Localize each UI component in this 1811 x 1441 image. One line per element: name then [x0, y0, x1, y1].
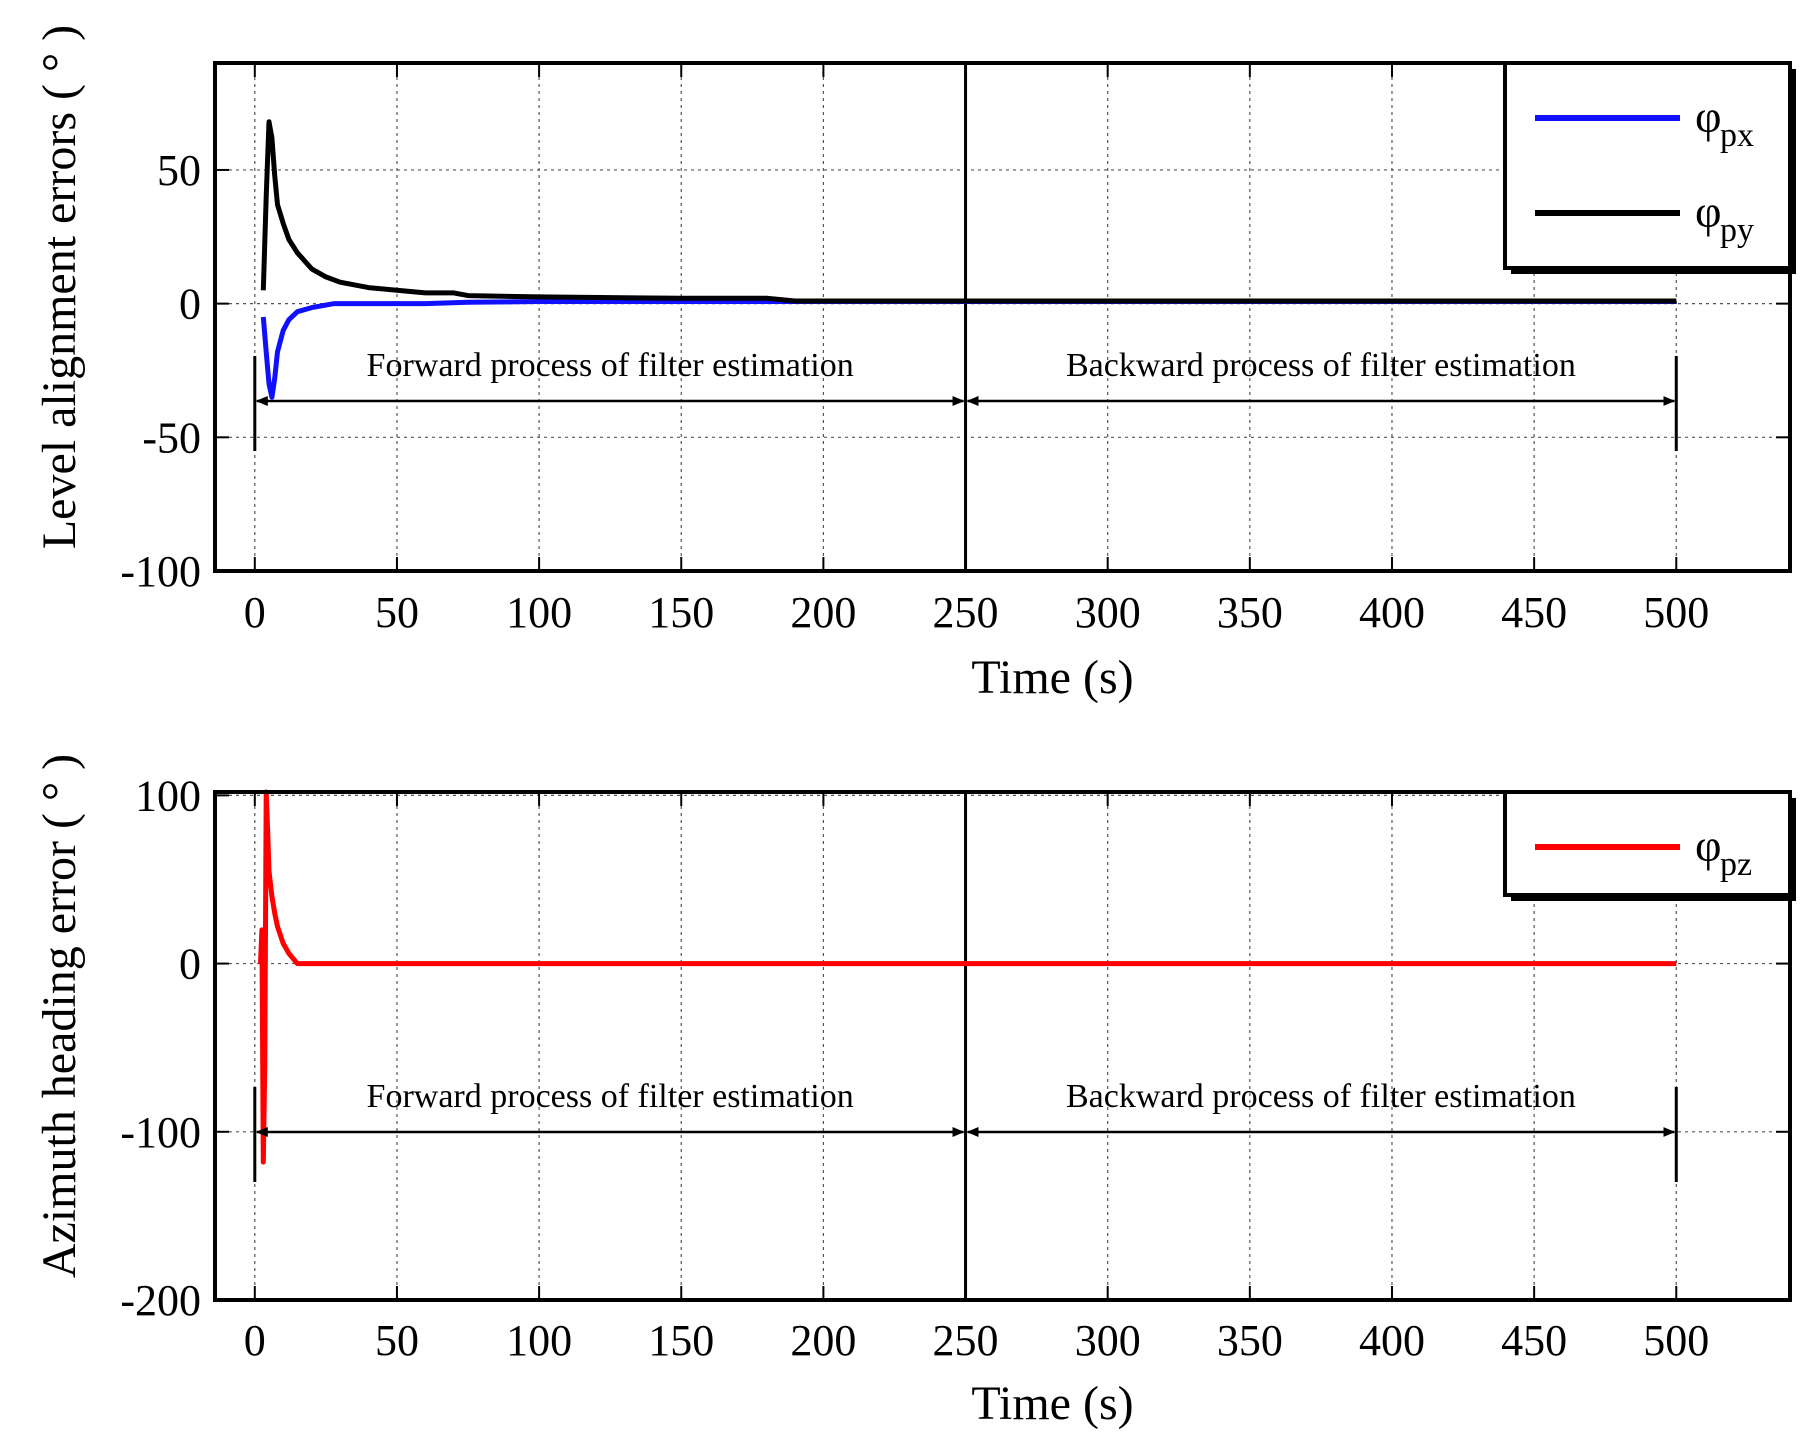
- x-tick-label: 50: [375, 588, 419, 637]
- y-tick-label: 100: [135, 771, 201, 820]
- y-tick-label: -100: [120, 1108, 201, 1157]
- y-tick-label: -100: [120, 547, 201, 596]
- annotation-label: Backward process of filter estimation: [1066, 1078, 1576, 1115]
- series-line-py: [260, 119, 1677, 304]
- y-tick-label: 0: [179, 280, 201, 329]
- x-tick-label: 200: [790, 588, 856, 637]
- y-axis-label: Level alignment errors ( ° ): [33, 25, 86, 549]
- legend-box: [1503, 61, 1792, 270]
- y-tick-label: 0: [179, 940, 201, 989]
- x-tick-label: 200: [790, 1316, 856, 1365]
- plot-frame: [213, 790, 1792, 1302]
- x-tick-label: 150: [648, 1316, 714, 1365]
- legend-subscript: py: [1720, 212, 1754, 249]
- x-tick-label: 300: [1075, 588, 1141, 637]
- y-tick-label: -200: [120, 1276, 201, 1325]
- x-tick-label: 350: [1217, 588, 1283, 637]
- legend-symbol: φ: [1695, 820, 1722, 871]
- legend-symbol: φ: [1695, 91, 1722, 142]
- x-tick-label: 450: [1501, 1316, 1567, 1365]
- legend-subscript: px: [1720, 117, 1754, 154]
- series-line-px: [260, 299, 1677, 400]
- x-tick-label: 100: [506, 1316, 572, 1365]
- x-tick-label: 0: [244, 1316, 266, 1365]
- x-tick-label: 100: [506, 588, 572, 637]
- x-tick-label: 350: [1217, 1316, 1283, 1365]
- x-tick-label: 300: [1075, 1316, 1141, 1365]
- x-tick-label: 0: [244, 588, 266, 637]
- legend-symbol: φ: [1695, 186, 1722, 237]
- x-tick-label: 500: [1643, 588, 1709, 637]
- y-axis-label: Azimuth heading error ( ° ): [33, 754, 86, 1278]
- legend-box: [1503, 790, 1792, 897]
- legend-subscript: pz: [1720, 846, 1752, 883]
- x-tick-label: 500: [1643, 1316, 1709, 1365]
- x-tick-label: 50: [375, 1316, 419, 1365]
- plot-frame: [213, 61, 1792, 573]
- annotation-label: Forward process of filter estimation: [367, 1078, 854, 1115]
- y-tick-label: 50: [157, 146, 201, 195]
- annotation-label: Forward process of filter estimation: [367, 347, 854, 384]
- x-tick-label: 400: [1359, 1316, 1425, 1365]
- azimuth-heading-chart: 0 50 100 150 200 250 300 350 400 450 500 -200 -100 0 1…: [33, 754, 1796, 1430]
- level-alignment-chart: 0 50 100 150 200 250 300 350 400 450 500 -100 -50 0 50…: [33, 25, 1796, 704]
- x-tick-label: 250: [933, 1316, 999, 1365]
- x-tick-label: 250: [933, 588, 999, 637]
- x-axis-label: Time (s): [971, 1377, 1133, 1430]
- x-tick-label: 150: [648, 588, 714, 637]
- y-tick-label: -50: [142, 413, 201, 462]
- x-tick-label: 400: [1359, 588, 1425, 637]
- x-tick-label: 450: [1501, 588, 1567, 637]
- annotation-label: Backward process of filter estimation: [1066, 347, 1576, 384]
- x-axis-label: Time (s): [971, 651, 1133, 704]
